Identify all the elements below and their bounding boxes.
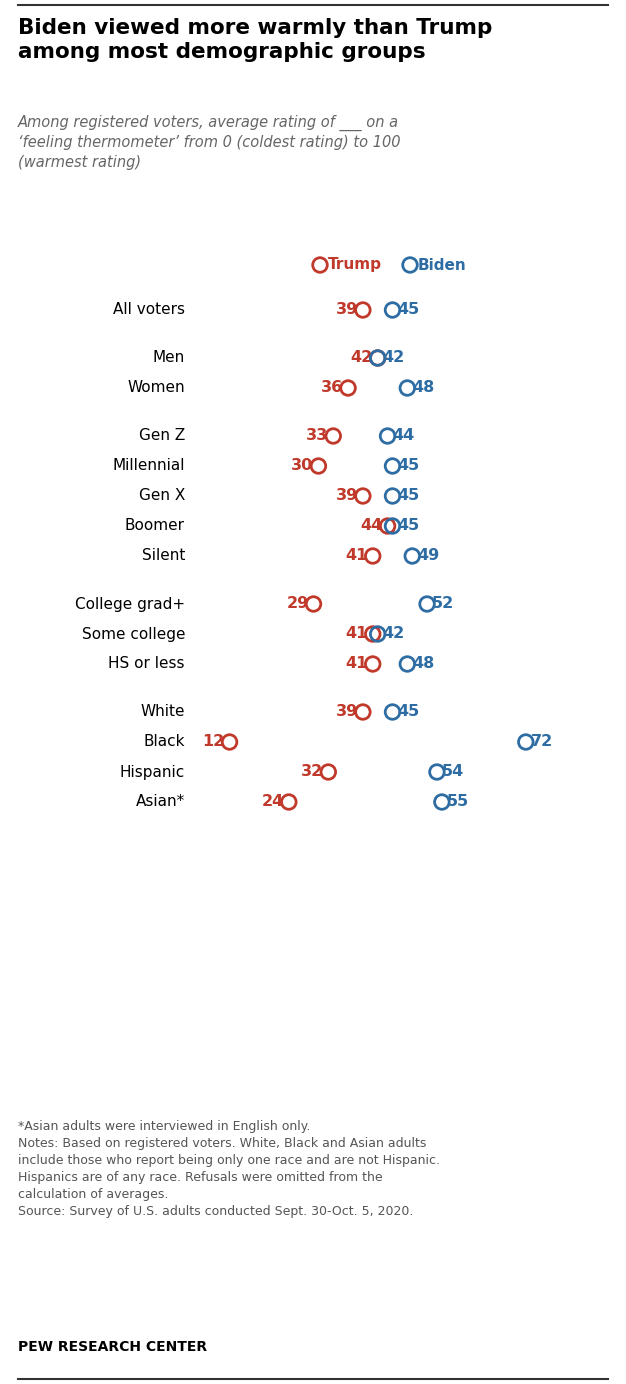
Text: Gen X: Gen X: [138, 489, 185, 504]
Text: 39: 39: [336, 489, 358, 504]
Text: 39: 39: [336, 704, 358, 720]
Point: [387, 455, 398, 477]
Text: 30: 30: [291, 458, 314, 473]
Point: [358, 700, 368, 722]
Text: 52: 52: [432, 597, 454, 612]
Text: Men: Men: [153, 350, 185, 365]
Text: 55: 55: [447, 794, 469, 810]
Text: Millennial: Millennial: [113, 458, 185, 473]
Point: [387, 299, 398, 321]
Point: [315, 253, 325, 275]
Point: [372, 347, 382, 370]
Point: [367, 623, 377, 645]
Point: [403, 653, 413, 675]
Point: [343, 376, 353, 399]
Text: 42: 42: [382, 627, 405, 642]
Text: *Asian adults were interviewed in English only.
Notes: Based on registered voter: *Asian adults were interviewed in Englis…: [18, 1120, 440, 1218]
Text: 45: 45: [398, 489, 420, 504]
Text: 41: 41: [346, 548, 367, 563]
Point: [358, 484, 368, 507]
Point: [403, 376, 413, 399]
Text: 33: 33: [306, 429, 328, 443]
Text: 36: 36: [321, 381, 343, 396]
Point: [314, 455, 324, 477]
Text: Silent: Silent: [141, 548, 185, 563]
Text: Boomer: Boomer: [125, 519, 185, 533]
Text: Biden: Biden: [418, 257, 467, 273]
Text: 44: 44: [361, 519, 382, 533]
Text: College grad+: College grad+: [75, 597, 185, 612]
Point: [367, 545, 377, 567]
Point: [387, 515, 398, 537]
Point: [323, 761, 333, 783]
Text: White: White: [140, 704, 185, 720]
Text: Black: Black: [143, 735, 185, 750]
Point: [372, 623, 382, 645]
Point: [309, 592, 319, 614]
Text: 41: 41: [346, 627, 367, 642]
Text: 45: 45: [398, 519, 420, 533]
Text: Women: Women: [127, 381, 185, 396]
Point: [367, 653, 377, 675]
Point: [382, 515, 393, 537]
Point: [284, 790, 294, 812]
Point: [225, 731, 235, 753]
Point: [405, 253, 415, 275]
Point: [372, 347, 382, 370]
Text: 12: 12: [202, 735, 225, 750]
Text: 29: 29: [286, 597, 309, 612]
Point: [387, 700, 398, 722]
Point: [437, 790, 447, 812]
Text: 44: 44: [393, 429, 415, 443]
Text: 48: 48: [413, 656, 434, 671]
Text: 45: 45: [398, 704, 420, 720]
Text: PEW RESEARCH CENTER: PEW RESEARCH CENTER: [18, 1340, 207, 1354]
Text: 49: 49: [418, 548, 439, 563]
Text: 72: 72: [531, 735, 553, 750]
Text: Some college: Some college: [81, 627, 185, 642]
Text: 42: 42: [351, 350, 372, 365]
Point: [358, 299, 368, 321]
Text: 48: 48: [413, 381, 434, 396]
Point: [387, 484, 398, 507]
Text: Gen Z: Gen Z: [139, 429, 185, 443]
Point: [432, 761, 442, 783]
Text: All voters: All voters: [113, 303, 185, 317]
Text: 24: 24: [262, 794, 284, 810]
Text: 39: 39: [336, 303, 358, 317]
Text: Trump: Trump: [328, 257, 382, 273]
Text: 54: 54: [442, 764, 464, 779]
Text: 32: 32: [301, 764, 323, 779]
Point: [422, 592, 432, 614]
Point: [328, 425, 338, 447]
Text: HS or less: HS or less: [108, 656, 185, 671]
Point: [382, 425, 393, 447]
Text: 41: 41: [346, 656, 367, 671]
Text: 45: 45: [398, 458, 420, 473]
Text: Hispanic: Hispanic: [120, 764, 185, 779]
Text: 45: 45: [398, 303, 420, 317]
Text: Among registered voters, average rating of ___ on a
‘feeling thermometer’ from 0: Among registered voters, average rating …: [18, 115, 401, 170]
Point: [521, 731, 531, 753]
Text: Biden viewed more warmly than Trump
among most demographic groups: Biden viewed more warmly than Trump amon…: [18, 18, 493, 62]
Point: [408, 545, 418, 567]
Text: 42: 42: [382, 350, 405, 365]
Text: Asian*: Asian*: [136, 794, 185, 810]
